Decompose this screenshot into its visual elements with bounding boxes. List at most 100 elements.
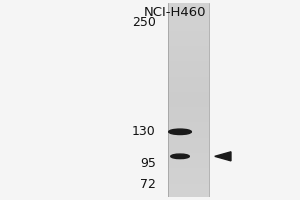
Bar <box>168 38 209 39</box>
Bar <box>168 47 209 48</box>
Bar <box>168 8 209 9</box>
Bar <box>168 178 209 179</box>
Bar <box>168 148 209 149</box>
Bar <box>168 109 209 110</box>
Bar <box>168 53 209 54</box>
Bar <box>168 171 209 172</box>
Bar <box>168 132 209 133</box>
Bar <box>168 68 209 69</box>
Bar <box>168 52 209 53</box>
Bar <box>168 157 209 158</box>
Bar <box>168 107 209 108</box>
Bar <box>168 155 209 156</box>
Bar <box>168 58 209 59</box>
Bar <box>168 86 209 87</box>
Bar <box>168 180 209 181</box>
Bar <box>168 79 209 80</box>
Text: 250: 250 <box>132 16 156 29</box>
Bar <box>168 50 209 51</box>
Bar <box>168 49 209 50</box>
Bar <box>168 165 209 166</box>
Bar <box>168 87 209 88</box>
Bar <box>168 149 209 150</box>
Bar <box>168 136 209 137</box>
Text: NCI-H460: NCI-H460 <box>144 6 207 19</box>
Bar <box>168 59 209 60</box>
Bar <box>168 174 209 175</box>
Bar <box>168 101 209 102</box>
Bar <box>168 131 209 132</box>
Bar <box>168 193 209 194</box>
Bar <box>168 32 209 33</box>
Bar <box>168 23 209 24</box>
Bar <box>168 126 209 127</box>
Bar <box>168 24 209 25</box>
Bar <box>168 98 209 99</box>
Bar <box>168 61 209 62</box>
Bar <box>168 108 209 109</box>
Bar <box>168 102 209 103</box>
Bar <box>168 116 209 117</box>
Bar <box>168 112 209 113</box>
Bar <box>168 122 209 123</box>
Bar <box>168 172 209 173</box>
Bar <box>168 72 209 73</box>
Bar <box>168 74 209 75</box>
Bar <box>168 119 209 120</box>
Bar <box>168 153 209 154</box>
Bar <box>168 71 209 72</box>
Bar <box>168 159 209 160</box>
Bar <box>168 147 209 148</box>
Bar <box>168 27 209 28</box>
Bar <box>168 113 209 114</box>
Polygon shape <box>215 152 231 161</box>
Bar <box>168 90 209 91</box>
Bar <box>168 179 209 180</box>
Bar <box>168 93 209 94</box>
Bar <box>168 18 209 19</box>
Bar <box>168 169 209 170</box>
Text: 72: 72 <box>140 178 156 191</box>
Bar <box>168 12 209 13</box>
Bar <box>168 28 209 29</box>
Bar <box>168 104 209 105</box>
Bar <box>168 26 209 27</box>
Bar <box>168 25 209 26</box>
Bar <box>168 142 209 143</box>
Bar <box>168 9 209 10</box>
Bar <box>168 184 209 185</box>
Bar <box>168 94 209 95</box>
Bar <box>168 115 209 116</box>
Bar <box>168 183 209 184</box>
Bar <box>168 194 209 195</box>
Bar <box>168 21 209 22</box>
Bar <box>168 78 209 79</box>
Bar <box>168 181 209 182</box>
Bar <box>168 160 209 161</box>
Bar <box>168 33 209 34</box>
Bar <box>168 56 209 57</box>
Bar <box>168 190 209 191</box>
Bar <box>168 166 209 167</box>
Bar <box>168 4 209 5</box>
Bar <box>168 161 209 162</box>
Bar <box>168 128 209 129</box>
Bar <box>168 145 209 146</box>
Bar <box>168 177 209 178</box>
Bar <box>168 111 209 112</box>
Text: 95: 95 <box>140 157 156 170</box>
Bar <box>168 188 209 189</box>
Bar <box>168 185 209 186</box>
Bar <box>168 156 209 157</box>
Bar <box>168 133 209 134</box>
Bar <box>168 134 209 135</box>
Bar <box>168 124 209 125</box>
Bar <box>168 45 209 46</box>
Ellipse shape <box>169 129 191 135</box>
Bar <box>168 106 209 107</box>
Bar <box>168 191 209 192</box>
Bar <box>168 176 209 177</box>
Bar <box>168 5 209 6</box>
Bar <box>168 55 209 56</box>
Bar <box>168 146 209 147</box>
